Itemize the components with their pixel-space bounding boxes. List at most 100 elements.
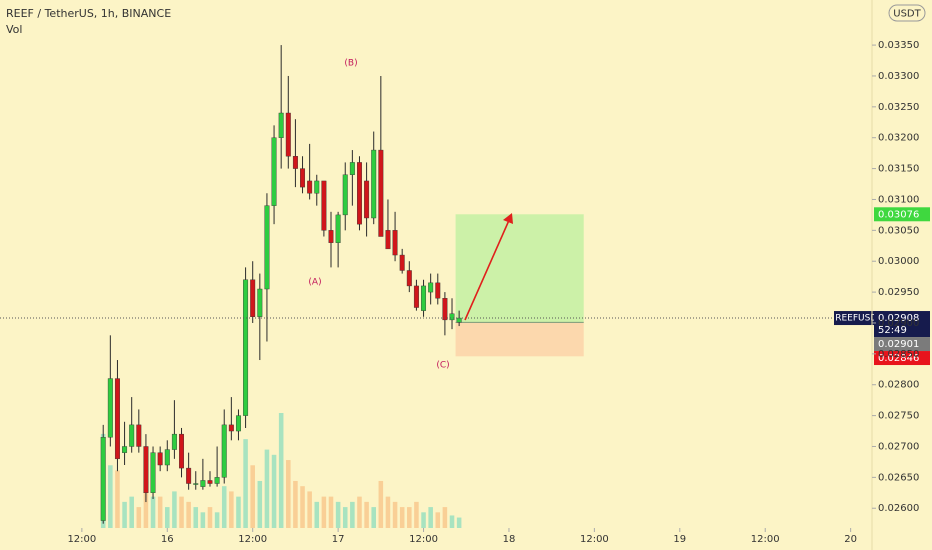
candle-body [392,230,398,256]
plot [0,45,872,528]
candle-body [399,254,405,271]
volume-bar [307,491,312,528]
candle-body [264,205,270,290]
y-tick-label: 0.03150 [878,164,919,175]
candle-body [307,180,313,194]
candle-body [150,452,156,493]
volume-bar [186,501,191,528]
y-tick-label: 0.02700 [878,441,919,452]
volume-bar [157,496,163,528]
candle-body [200,480,206,487]
x-tick-label: 12:00 [751,534,780,545]
candle-body [235,415,241,432]
volume-bar [342,507,348,528]
y-tick-label: 0.03350 [878,40,919,51]
target-price-label: 0.03076 [878,209,919,220]
currency-button[interactable] [888,4,926,22]
candle-body [257,288,263,318]
candle-body [292,156,298,169]
volume-bar [122,501,127,528]
volume-bar [200,512,206,528]
volume-bar [236,496,241,528]
y-tick-label: 0.03300 [878,71,919,82]
volume-bar [385,496,391,528]
candle-body [385,230,391,250]
volume-bar [442,507,448,528]
y-tick-label: 0.02800 [878,380,919,391]
volume-bar [286,460,291,528]
volume-bar [221,486,227,528]
candle-body [114,378,120,460]
y-tick-label: 0.03200 [878,133,919,144]
volume-bar [271,454,277,528]
volume-bar [350,501,355,528]
volume-bar [193,507,199,528]
target-zone [455,214,584,323]
candle-body [285,112,291,157]
x-tick-label: 12:00 [409,534,438,545]
volume-label: Vol [6,23,22,36]
volume-bar [421,512,426,528]
candle-body [129,424,135,447]
wave-label: (C) [436,361,449,371]
last-price-label: 0.02908 [878,313,919,324]
volume-bar [428,507,433,528]
volume-bar [172,491,177,528]
volume-bar [435,512,441,528]
x-tick-label: 12:00 [67,534,96,545]
stop-price-tag [874,351,930,366]
volume-bar [300,486,305,528]
wave-label: (A) [308,278,321,288]
candle-body [136,424,142,447]
candle-body [371,149,377,219]
volume-bar [214,512,220,528]
volume-bar [229,491,234,528]
volume-bar [328,496,334,528]
x-tick-label: 12:00 [580,534,609,545]
candle-body [221,424,227,478]
target-price-tag [874,207,930,222]
wave-label: (B) [344,59,357,69]
volume-bar [278,413,284,528]
candle-body [435,282,441,299]
volume-bar [129,496,134,528]
candle-body [421,285,427,311]
candle-body [406,270,412,287]
volume-bar [250,465,255,528]
candle-body [356,162,362,225]
y-tick-label: 0.02950 [878,287,919,298]
volume-bar [243,439,248,528]
volume-bar [165,507,170,528]
chart-title: REEF / TetherUS, 1h, BINANCE [6,7,171,20]
candle-body [442,298,448,321]
currency-label[interactable]: USDT [893,9,921,20]
candle-body [228,424,234,432]
y-tick-label: 0.02600 [878,503,919,514]
candle-body [214,477,220,484]
candle-body [349,162,355,175]
volume-bar [371,507,376,528]
y-tick-label: 0.03250 [878,102,919,113]
volume-bar [136,507,142,528]
volume-bar [335,501,341,528]
x-tick-label: 19 [673,534,686,545]
candle-body [378,149,384,237]
candle-body [335,214,341,243]
candle-body [243,279,249,416]
y-tick-label: 0.02900 [878,318,919,329]
candle-body [100,437,106,521]
y-tick-label: 0.02850 [878,349,919,360]
volume-bar [257,480,263,528]
volume-bar [414,501,419,528]
entry-price-label: 0.02901 [878,339,919,350]
candle-body [143,446,149,494]
candle-body [107,378,113,438]
x-tick-label: 12:00 [238,534,267,545]
arrow-head [503,213,513,224]
candle-body [250,279,256,318]
volume-bar [456,517,462,528]
candle-body [342,174,348,216]
last-price-tag [874,311,930,338]
candle-body [122,446,128,453]
